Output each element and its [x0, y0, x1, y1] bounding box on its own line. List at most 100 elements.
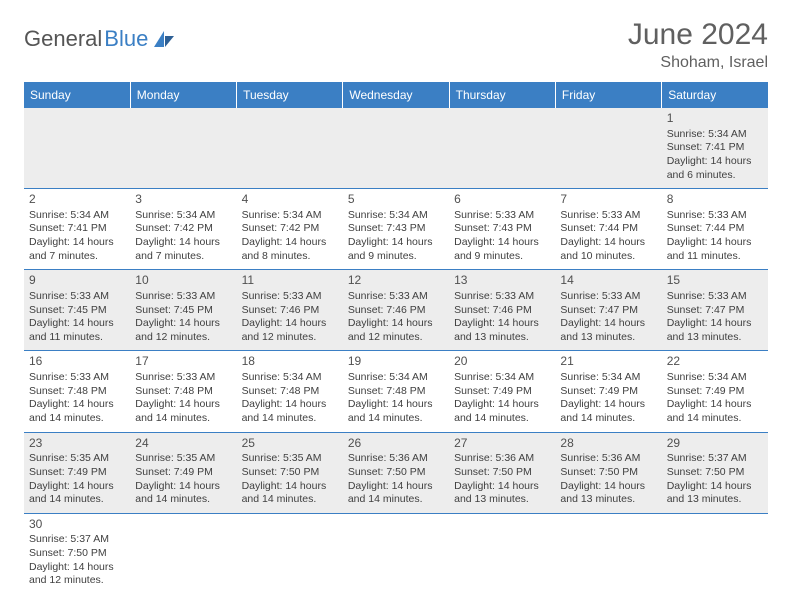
daylight-text: Daylight: 14 hours: [560, 236, 656, 250]
sunrise-text: Sunrise: 5:34 AM: [348, 209, 444, 223]
daylight-text: Daylight: 14 hours: [348, 317, 444, 331]
daylight-text: Daylight: 14 hours: [667, 236, 763, 250]
daylight-text: Daylight: 14 hours: [348, 480, 444, 494]
sunset-text: Sunset: 7:49 PM: [454, 385, 550, 399]
sunrise-text: Sunrise: 5:34 AM: [454, 371, 550, 385]
sunrise-text: Sunrise: 5:35 AM: [242, 452, 338, 466]
day-cell: 30Sunrise: 5:37 AMSunset: 7:50 PMDayligh…: [24, 513, 130, 594]
sunset-text: Sunset: 7:45 PM: [135, 304, 231, 318]
day-cell: 9Sunrise: 5:33 AMSunset: 7:45 PMDaylight…: [24, 270, 130, 351]
sunset-text: Sunset: 7:42 PM: [242, 222, 338, 236]
day-cell: 17Sunrise: 5:33 AMSunset: 7:48 PMDayligh…: [130, 351, 236, 432]
day-number: 17: [135, 354, 231, 370]
sunrise-text: Sunrise: 5:33 AM: [560, 209, 656, 223]
logo-text-2: Blue: [104, 26, 148, 52]
daylight-text: and 14 minutes.: [348, 412, 444, 426]
day-cell: 11Sunrise: 5:33 AMSunset: 7:46 PMDayligh…: [237, 270, 343, 351]
day-number: 1: [667, 111, 763, 127]
day-header: Wednesday: [343, 82, 449, 108]
daylight-text: and 14 minutes.: [29, 412, 125, 426]
day-cell: 25Sunrise: 5:35 AMSunset: 7:50 PMDayligh…: [237, 432, 343, 513]
daylight-text: Daylight: 14 hours: [29, 317, 125, 331]
day-number: 24: [135, 436, 231, 452]
day-cell: 14Sunrise: 5:33 AMSunset: 7:47 PMDayligh…: [555, 270, 661, 351]
sunset-text: Sunset: 7:48 PM: [348, 385, 444, 399]
day-cell: 3Sunrise: 5:34 AMSunset: 7:42 PMDaylight…: [130, 189, 236, 270]
sunrise-text: Sunrise: 5:33 AM: [29, 290, 125, 304]
week-row: 1Sunrise: 5:34 AMSunset: 7:41 PMDaylight…: [24, 108, 768, 189]
daylight-text: and 10 minutes.: [560, 250, 656, 264]
sunset-text: Sunset: 7:50 PM: [667, 466, 763, 480]
daylight-text: and 12 minutes.: [242, 331, 338, 345]
logo: GeneralBlue: [24, 18, 175, 52]
daylight-text: and 13 minutes.: [560, 331, 656, 345]
day-number: 21: [560, 354, 656, 370]
sunset-text: Sunset: 7:44 PM: [667, 222, 763, 236]
day-cell: [555, 108, 661, 189]
daylight-text: Daylight: 14 hours: [667, 155, 763, 169]
day-number: 12: [348, 273, 444, 289]
daylight-text: and 7 minutes.: [29, 250, 125, 264]
day-cell: 27Sunrise: 5:36 AMSunset: 7:50 PMDayligh…: [449, 432, 555, 513]
daylight-text: and 12 minutes.: [348, 331, 444, 345]
daylight-text: and 6 minutes.: [667, 169, 763, 183]
day-number: 20: [454, 354, 550, 370]
day-cell: 26Sunrise: 5:36 AMSunset: 7:50 PMDayligh…: [343, 432, 449, 513]
daylight-text: and 14 minutes.: [560, 412, 656, 426]
month-title: June 2024: [628, 18, 768, 52]
day-cell: [343, 513, 449, 594]
day-number: 29: [667, 436, 763, 452]
sunrise-text: Sunrise: 5:33 AM: [135, 371, 231, 385]
daylight-text: and 13 minutes.: [454, 493, 550, 507]
sunrise-text: Sunrise: 5:34 AM: [242, 371, 338, 385]
day-cell: [130, 108, 236, 189]
sunset-text: Sunset: 7:47 PM: [560, 304, 656, 318]
day-number: 19: [348, 354, 444, 370]
day-cell: 4Sunrise: 5:34 AMSunset: 7:42 PMDaylight…: [237, 189, 343, 270]
day-cell: [237, 108, 343, 189]
daylight-text: and 11 minutes.: [29, 331, 125, 345]
sunset-text: Sunset: 7:50 PM: [242, 466, 338, 480]
sunrise-text: Sunrise: 5:33 AM: [667, 209, 763, 223]
calendar-body: 1Sunrise: 5:34 AMSunset: 7:41 PMDaylight…: [24, 108, 768, 594]
daylight-text: and 14 minutes.: [242, 493, 338, 507]
day-cell: [449, 108, 555, 189]
title-block: June 2024 Shoham, Israel: [628, 18, 768, 72]
daylight-text: Daylight: 14 hours: [242, 398, 338, 412]
location: Shoham, Israel: [628, 54, 768, 72]
sunset-text: Sunset: 7:49 PM: [667, 385, 763, 399]
sunrise-text: Sunrise: 5:36 AM: [560, 452, 656, 466]
sunrise-text: Sunrise: 5:33 AM: [29, 371, 125, 385]
daylight-text: Daylight: 14 hours: [560, 480, 656, 494]
daylight-text: Daylight: 14 hours: [135, 317, 231, 331]
day-cell: 18Sunrise: 5:34 AMSunset: 7:48 PMDayligh…: [237, 351, 343, 432]
sunset-text: Sunset: 7:48 PM: [29, 385, 125, 399]
daylight-text: and 13 minutes.: [667, 493, 763, 507]
sunrise-text: Sunrise: 5:34 AM: [29, 209, 125, 223]
daylight-text: and 14 minutes.: [667, 412, 763, 426]
day-cell: 8Sunrise: 5:33 AMSunset: 7:44 PMDaylight…: [662, 189, 768, 270]
daylight-text: and 14 minutes.: [29, 493, 125, 507]
day-cell: 15Sunrise: 5:33 AMSunset: 7:47 PMDayligh…: [662, 270, 768, 351]
calendar-table: Sunday Monday Tuesday Wednesday Thursday…: [24, 82, 768, 594]
sunrise-text: Sunrise: 5:34 AM: [560, 371, 656, 385]
daylight-text: Daylight: 14 hours: [242, 317, 338, 331]
day-cell: 24Sunrise: 5:35 AMSunset: 7:49 PMDayligh…: [130, 432, 236, 513]
sunset-text: Sunset: 7:46 PM: [454, 304, 550, 318]
daylight-text: Daylight: 14 hours: [29, 561, 125, 575]
day-cell: [662, 513, 768, 594]
day-cell: 16Sunrise: 5:33 AMSunset: 7:48 PMDayligh…: [24, 351, 130, 432]
day-number: 26: [348, 436, 444, 452]
daylight-text: and 14 minutes.: [135, 412, 231, 426]
daylight-text: and 9 minutes.: [454, 250, 550, 264]
daylight-text: Daylight: 14 hours: [29, 398, 125, 412]
daylight-text: Daylight: 14 hours: [242, 480, 338, 494]
day-cell: [24, 108, 130, 189]
day-number: 3: [135, 192, 231, 208]
daylight-text: Daylight: 14 hours: [667, 317, 763, 331]
daylight-text: Daylight: 14 hours: [29, 480, 125, 494]
sunrise-text: Sunrise: 5:34 AM: [667, 371, 763, 385]
daylight-text: Daylight: 14 hours: [454, 480, 550, 494]
week-row: 23Sunrise: 5:35 AMSunset: 7:49 PMDayligh…: [24, 432, 768, 513]
day-header: Sunday: [24, 82, 130, 108]
